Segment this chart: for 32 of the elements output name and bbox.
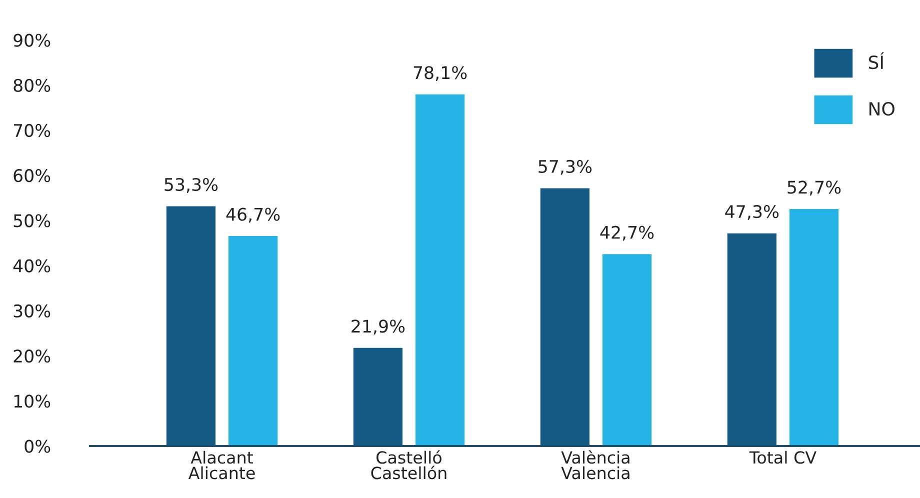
legend-label: SÍ	[868, 52, 884, 70]
x-tick-label: València Valencia	[561, 450, 630, 480]
y-tick-label: 40%	[13, 259, 50, 272]
bar	[726, 232, 778, 446]
x-tick-label: Total CV	[749, 450, 816, 464]
y-tick-label: 30%	[14, 304, 50, 318]
y-tick-label: 10%	[14, 394, 50, 408]
bar	[165, 204, 217, 446]
y-tick-label: 90%	[14, 34, 50, 47]
bar	[414, 92, 466, 446]
x-tick-label: Alacant Alicante	[188, 450, 255, 480]
bar	[352, 346, 404, 446]
bar	[601, 252, 653, 446]
data-label: 57,3%	[538, 160, 592, 175]
data-label: 53,3%	[164, 178, 218, 193]
legend-label: NO	[870, 102, 894, 116]
data-label: 52,7%	[788, 180, 841, 196]
data-label: 47,3%	[725, 205, 779, 220]
data-label: 42,7%	[600, 226, 654, 241]
bar	[538, 186, 591, 446]
data-label: 21,9%	[352, 320, 405, 335]
y-tick-label: 0%	[24, 440, 50, 453]
data-label: 46,7%	[226, 208, 280, 223]
y-tick-label: 80%	[14, 78, 50, 92]
y-tick-label: 50%	[14, 214, 50, 228]
y-tick-label: 70%	[14, 124, 50, 138]
bar	[227, 234, 279, 446]
data-label: 78,1%	[414, 66, 467, 81]
y-tick-label: 20%	[14, 349, 50, 363]
y-tick-label: 60%	[14, 169, 50, 182]
bar	[788, 208, 840, 446]
x-tick-label: Castelló Castellón	[371, 450, 446, 480]
